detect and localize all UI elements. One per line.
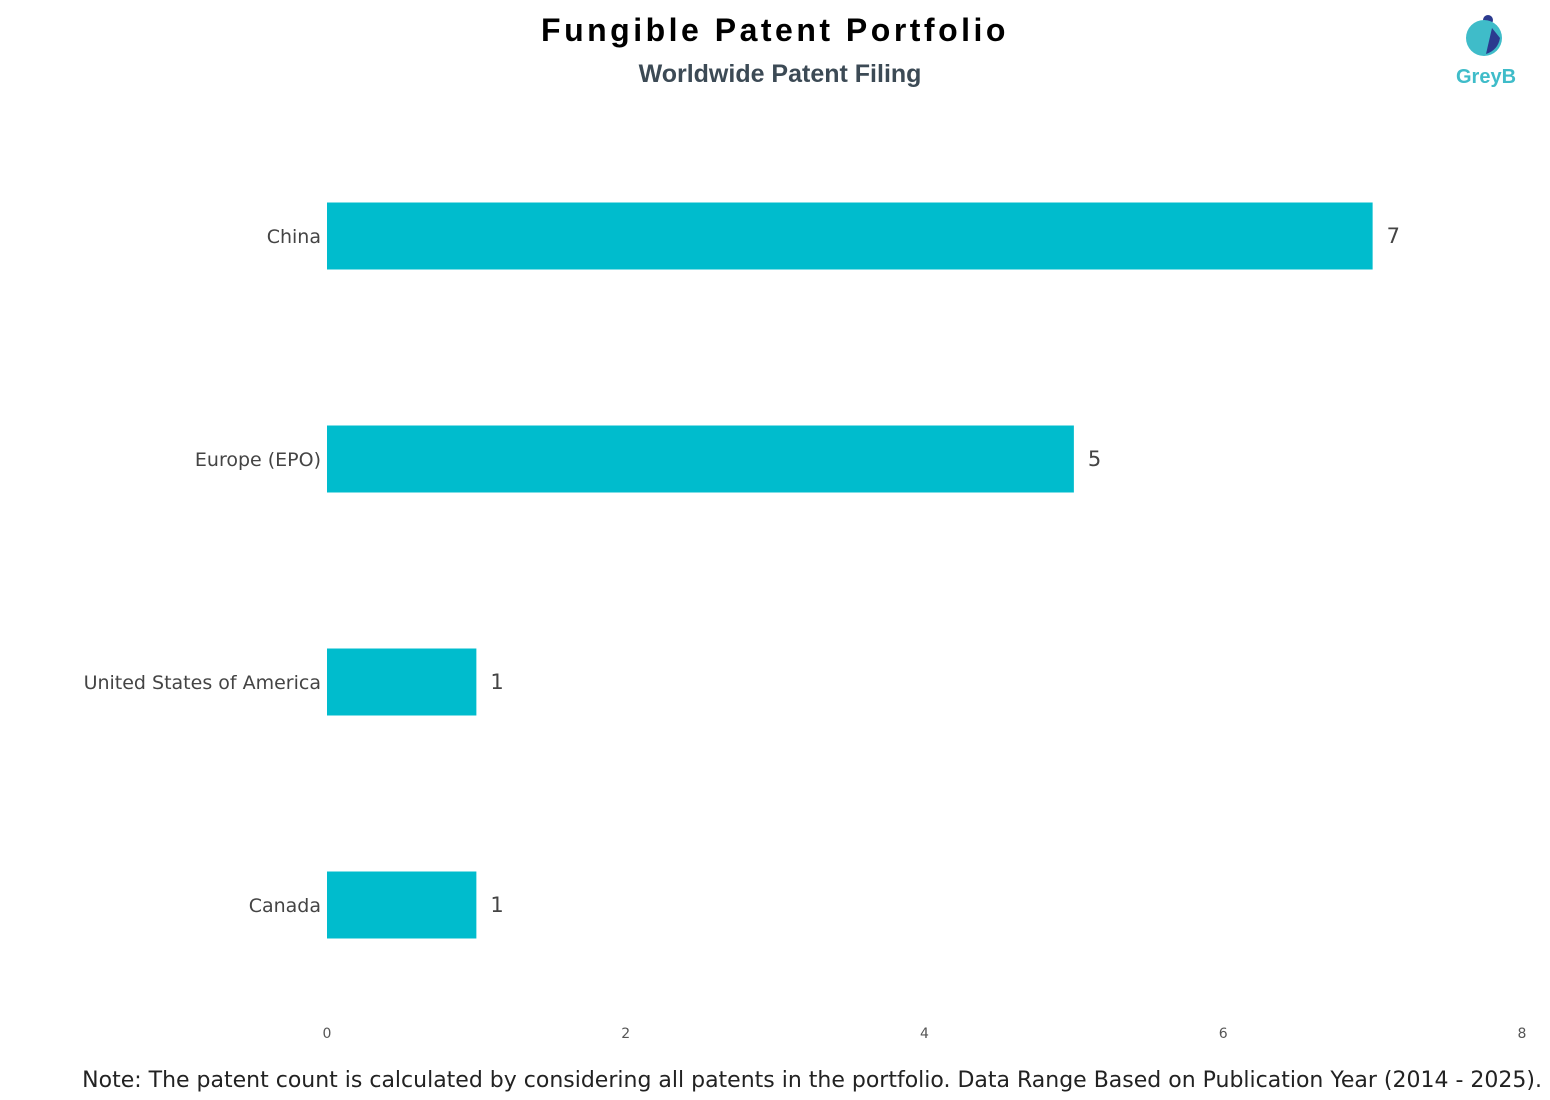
x-tick-label: 4 [920,1026,929,1042]
greyb-logo: GreyB [1448,10,1528,95]
category-label: China [267,226,321,248]
category-label: United States of America [84,672,321,694]
x-tick-label: 2 [621,1026,630,1042]
category-label: Europe (EPO) [195,449,321,471]
data-label: 1 [490,893,503,917]
greyb-logo-text: GreyB [1455,66,1517,88]
bar-china [327,202,1373,270]
data-label: 7 [1387,224,1400,248]
x-tick-label: 6 [1219,1026,1228,1042]
x-tick-label: 0 [323,1026,332,1042]
bar-canada [327,871,477,939]
footnote: Note: The patent count is calculated by … [82,1068,1542,1093]
chart-title: Fungible Patent Portfolio [541,12,1009,48]
patent-bar-chart: China 7 Europe (EPO) 5 United States of Amer… [84,202,1527,1042]
bar-united-states-of-america [327,648,477,716]
chart-subtitle: Worldwide Patent Filing [638,60,922,88]
greyb-logo-icon [1466,15,1502,56]
data-label: 1 [490,670,503,694]
data-label: 5 [1088,447,1101,471]
bar-europe-epo [327,425,1074,493]
category-label: Canada [249,895,321,917]
x-tick-label: 8 [1518,1026,1527,1042]
